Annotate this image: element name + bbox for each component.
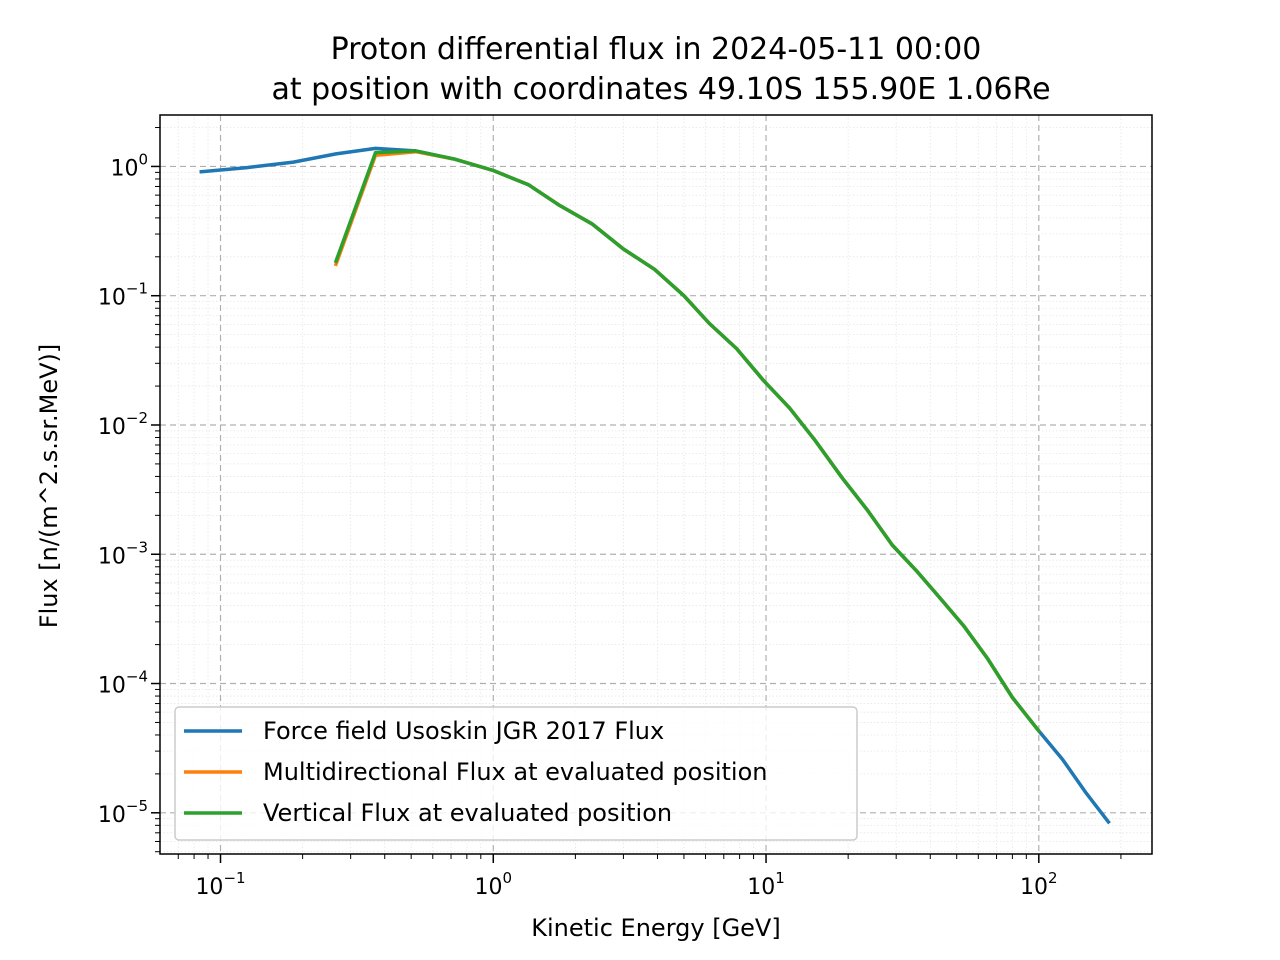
legend-label-force-field: Force field Usoskin JGR 2017 Flux (263, 717, 664, 745)
x-axis-label: Kinetic Energy [GeV] (531, 914, 780, 942)
legend-label-vertical: Vertical Flux at evaluated position (263, 799, 672, 827)
axis-ticks (151, 127, 1122, 863)
x-tick-label: 102 (1020, 869, 1058, 900)
chart-title-line-2: at position with coordinates 49.10S 155.… (271, 72, 1050, 107)
legend-label-multidirectional: Multidirectional Flux at evaluated posit… (263, 758, 767, 786)
y-tick-label: 10−2 (98, 409, 148, 440)
x-tick-label: 10−1 (195, 869, 245, 900)
y-tick-label: 10−3 (98, 538, 148, 569)
legend: Force field Usoskin JGR 2017 Flux Multid… (174, 706, 858, 841)
axis-tick-labels: 10−1 100 101 102 100 10−1 10−2 10−3 10−4 10−5 (98, 150, 1058, 900)
y-tick-label: 100 (110, 150, 148, 181)
plot-frame (159, 114, 1153, 855)
y-axis-label: Flux [n/(m^2.s.sr.MeV)] (35, 344, 63, 628)
x-tick-label: 101 (747, 869, 785, 900)
legend-box (174, 706, 858, 841)
series-layer (199, 146, 1111, 825)
series-line-vertical (333, 149, 1042, 734)
x-tick-label: 100 (475, 869, 513, 900)
y-tick-label: 10−5 (98, 797, 148, 828)
y-tick-label: 10−4 (98, 668, 148, 699)
y-tick-label: 10−1 (98, 280, 148, 311)
chart-title-line-1: Proton differential flux in 2024-05-11 0… (331, 32, 982, 67)
